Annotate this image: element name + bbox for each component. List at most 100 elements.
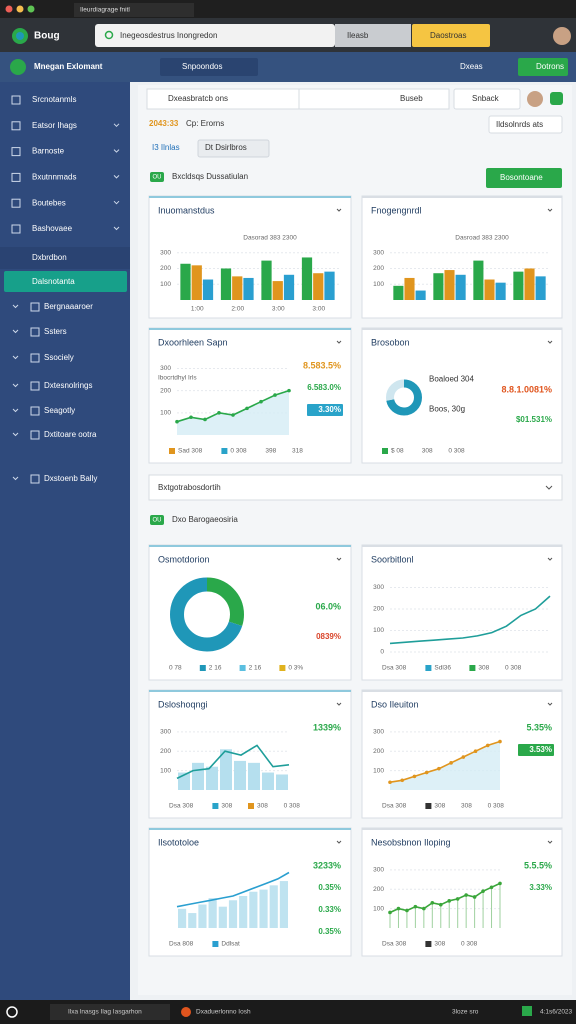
marker [175, 419, 179, 424]
donut-tag: Boos, 30g [429, 405, 465, 414]
card-accent [149, 196, 351, 198]
sidebar-item[interactable]: Bxutnnmads [32, 173, 76, 182]
toolbar-select[interactable] [298, 88, 450, 110]
legend-label: 0 308 [284, 803, 301, 810]
taskbar-item[interactable] [50, 1004, 170, 1020]
primary-button[interactable] [486, 168, 562, 188]
legend-swatch [169, 448, 175, 454]
badge-label: OU [153, 518, 162, 524]
sidebar-subitem[interactable]: Ssters [44, 327, 67, 336]
stat: 06.0% [315, 601, 341, 611]
user-avatar[interactable] [527, 91, 543, 107]
tab[interactable]: I3 Ilnlas [152, 143, 180, 152]
bar [283, 274, 295, 300]
card-menu[interactable] [336, 702, 342, 706]
maximize-button[interactable] [27, 5, 35, 13]
bar [524, 268, 535, 300]
bar [535, 276, 546, 300]
sidebar-subitem[interactable]: Dxtitoare ootra [44, 430, 97, 439]
card-title: Dso Ileuiton [371, 699, 419, 709]
sidebar-subitem[interactable]: Seagotly [44, 406, 75, 415]
bar [393, 285, 404, 300]
dropdown-label: Ildsolnrds ats [496, 120, 543, 129]
card-accent [149, 545, 351, 547]
card-menu[interactable] [336, 840, 342, 844]
address-bar[interactable] [95, 24, 335, 47]
bar [495, 282, 506, 300]
line [176, 871, 290, 908]
tab[interactable] [74, 3, 194, 17]
card-menu[interactable] [336, 340, 342, 344]
field-text: Ileasb [347, 31, 369, 40]
card-accent [362, 690, 562, 692]
marker [437, 766, 441, 771]
dropdown[interactable] [488, 115, 563, 134]
sidebar-item[interactable]: Srcnotanmls [32, 95, 76, 104]
start-button[interactable] [6, 1006, 18, 1018]
sidebar-active[interactable] [4, 271, 127, 292]
sidebar-item[interactable]: Bashovaee [32, 224, 73, 233]
chevron [113, 226, 120, 231]
taskbar-item-label[interactable]: Dxaduerlonno Iosh [196, 1009, 251, 1016]
badge [150, 515, 164, 525]
close-button[interactable] [5, 5, 13, 13]
y-tick-label: 200 [160, 387, 171, 394]
app-search[interactable] [160, 58, 258, 76]
card-menu[interactable] [547, 702, 553, 706]
marker [396, 906, 401, 911]
sidebar-subitem[interactable]: Bergnaaaroer [44, 302, 93, 311]
yellow-button[interactable] [412, 24, 490, 47]
chevron [113, 175, 120, 179]
legend-label: 318 [292, 448, 303, 455]
card-menu[interactable] [336, 208, 342, 212]
tab[interactable]: Dt Dsirlbros [205, 143, 247, 152]
card-subtitle: Dasroad 383 2300 [455, 235, 509, 242]
toolbar-select-text: Buseb [400, 94, 423, 103]
y-tick-label: 100 [373, 767, 384, 774]
sidebar-subitem[interactable]: Ssociely [44, 353, 74, 362]
marker [231, 413, 235, 417]
section-heading: Bxcldsqs Dussatiulan [172, 172, 248, 181]
sidebar-subitem[interactable]: Dxstoenb Bally [44, 474, 97, 483]
chevron [12, 304, 19, 309]
y-tick-label: 300 [373, 584, 384, 591]
minimize-button[interactable] [16, 5, 24, 13]
legend-label: 308 [221, 803, 232, 810]
toolbar-button[interactable] [453, 88, 521, 110]
user-name[interactable]: Dxeas [460, 62, 483, 71]
bar [232, 276, 243, 300]
card-menu[interactable] [547, 340, 553, 344]
marker [449, 761, 453, 765]
legend-label: 0 308 [505, 665, 522, 672]
field[interactable] [335, 24, 411, 47]
sidebar-item[interactable]: Eatsor Ihags [32, 121, 77, 130]
address-text: Inegeosdestrus Inongredon [120, 31, 217, 40]
card-menu[interactable] [547, 840, 553, 844]
collapse-bar[interactable] [148, 474, 563, 501]
y-tick-label: 100 [373, 905, 384, 912]
stat: 3.53% [529, 745, 552, 754]
sidebar-item[interactable]: Boutebes [32, 198, 66, 207]
card-menu[interactable] [336, 557, 342, 561]
stat: 5.35% [526, 722, 552, 732]
sidebar-active-label: Dalsnotanta [32, 277, 75, 286]
bar [269, 885, 278, 928]
sidebar-subitem[interactable]: Dxtesnolrings [44, 381, 92, 390]
marker [273, 393, 277, 397]
card-title: Brosobon [371, 337, 410, 347]
card-menu[interactable] [547, 557, 553, 561]
marker [217, 411, 221, 415]
card-menu[interactable] [547, 208, 553, 212]
legend-label: 0 78 [169, 665, 182, 672]
avatar[interactable] [553, 27, 571, 45]
chevron [12, 383, 19, 388]
sidebar-item[interactable]: Barnoste [32, 147, 65, 156]
tab-box[interactable] [197, 139, 270, 158]
bar [473, 260, 484, 300]
bar [192, 762, 204, 790]
action-button[interactable] [518, 58, 568, 76]
card-title: Osmotdorion [158, 554, 210, 564]
legend-label: 308 [434, 803, 445, 810]
yellow-button-label: Daostroas [430, 31, 466, 40]
